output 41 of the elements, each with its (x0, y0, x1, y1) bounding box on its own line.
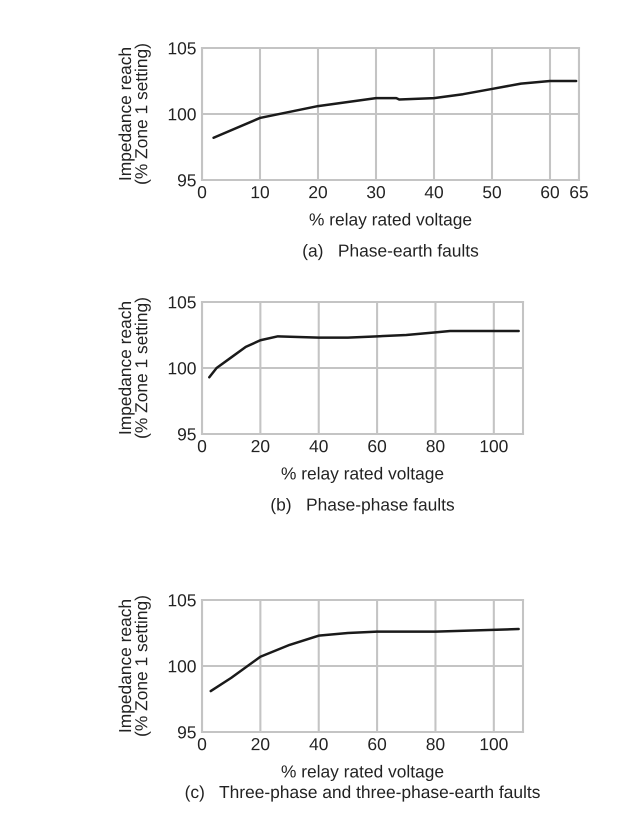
text: (a) Phase-earth faults (303, 244, 478, 260)
x-tick-label: 40 (309, 440, 328, 452)
x-tick-label: 60 (368, 440, 386, 452)
y-tick-label: 100 (168, 660, 196, 672)
x-tick-label: 0 (198, 738, 206, 750)
x-tick-label: 20 (309, 186, 327, 198)
y-tick-label: 95 (178, 174, 196, 186)
x-axis-title: % relay rated voltage (282, 466, 444, 484)
x-axis-title: % relay rated voltage (310, 212, 472, 230)
x-tick-label: 10 (252, 186, 269, 198)
y-tick-label: 100 (168, 108, 196, 120)
text: (c) Three-phase and three-phase-earth faults (186, 785, 540, 802)
x-tick-label: 40 (424, 186, 443, 198)
x-tick-label: 60 (541, 186, 559, 198)
text: (b) Phase-phase faults (271, 498, 454, 514)
y-axis-title: Impedance reach (% Zone 1 setting) (118, 298, 151, 438)
line-series (210, 628, 520, 692)
x-tick-label: 100 (480, 440, 508, 452)
y-tick-label: 100 (168, 362, 196, 374)
x-tick-label: 80 (426, 738, 444, 750)
line-series (212, 80, 578, 140)
y-tick-label: 95 (178, 726, 196, 738)
x-tick-label: 30 (367, 186, 385, 198)
y-tick-label: 105 (168, 594, 196, 606)
x-tick-label: 40 (309, 738, 328, 750)
x-tick-label: 20 (252, 738, 270, 750)
x-tick-label: 0 (198, 440, 206, 452)
y-tick-label: 105 (168, 42, 196, 54)
x-tick-label: 65 (570, 186, 588, 198)
y-axis-title: Impedance reach (% Zone 1 setting) (118, 596, 151, 736)
x-tick-label: 60 (368, 738, 386, 750)
x-axis-title: % relay rated voltage (282, 764, 444, 782)
y-tick-label: 105 (168, 296, 196, 308)
x-tick-label: 100 (480, 738, 508, 750)
x-tick-label: 20 (252, 440, 270, 452)
y-axis-title: Impedance reach (% Zone 1 setting) (118, 44, 151, 184)
x-tick-label: 50 (483, 186, 501, 198)
x-tick-label: 0 (198, 186, 206, 198)
x-tick-label: 80 (426, 440, 444, 452)
y-tick-label: 95 (178, 428, 196, 440)
line-series (208, 330, 520, 378)
